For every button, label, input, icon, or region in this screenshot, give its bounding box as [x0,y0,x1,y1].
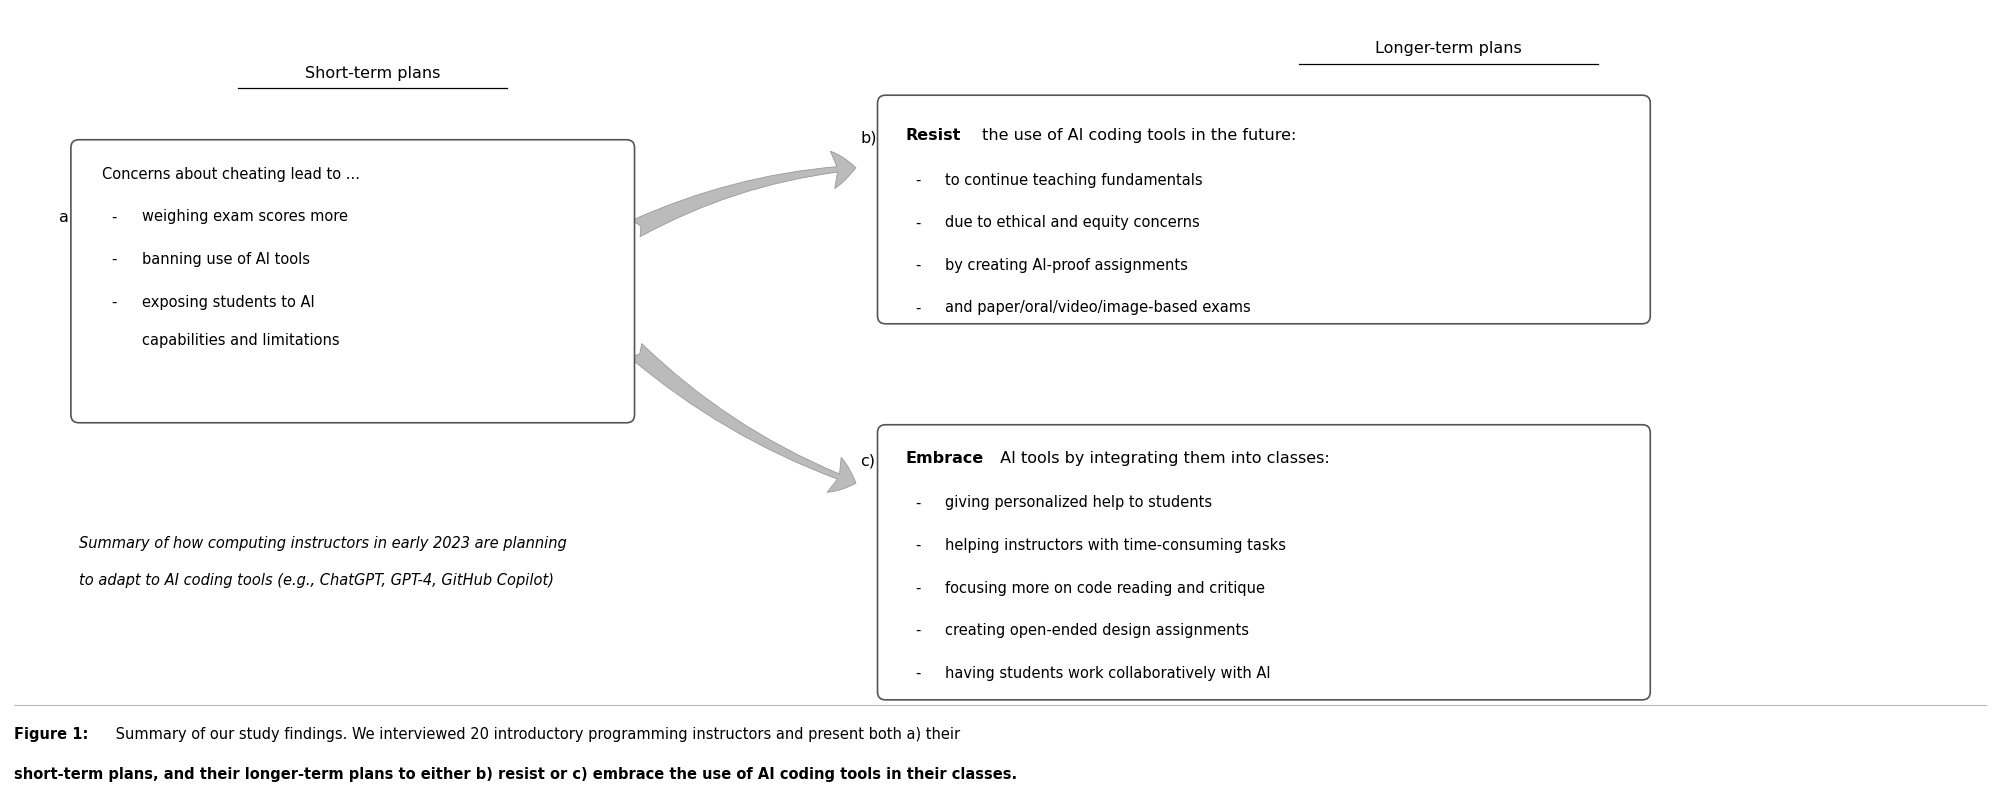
Text: weighing exam scores more: weighing exam scores more [142,210,348,225]
Text: focusing more on code reading and critique: focusing more on code reading and critiq… [946,581,1266,595]
Text: -: - [916,258,920,273]
Text: due to ethical and equity concerns: due to ethical and equity concerns [946,215,1200,230]
Text: c): c) [860,454,876,469]
Text: the use of AI coding tools in the future:: the use of AI coding tools in the future… [978,128,1296,143]
Text: AI tools by integrating them into classes:: AI tools by integrating them into classe… [996,451,1330,466]
Text: b): b) [860,130,878,146]
Text: -: - [112,210,118,225]
Text: -: - [112,252,118,267]
Text: -: - [112,294,118,310]
Text: to continue teaching fundamentals: to continue teaching fundamentals [946,173,1202,188]
FancyArrowPatch shape [630,344,856,492]
Text: -: - [916,495,920,510]
Text: -: - [916,623,920,638]
Text: short-term plans, and their longer-term plans to either b) resist or c) embrace : short-term plans, and their longer-term … [14,766,1018,782]
Text: Embrace: Embrace [906,451,984,466]
Text: to adapt to AI coding tools (e.g., ChatGPT, GPT-4, GitHub Copilot): to adapt to AI coding tools (e.g., ChatG… [78,573,554,588]
Text: -: - [916,666,920,681]
Text: having students work collaboratively with AI: having students work collaboratively wit… [946,666,1270,681]
Text: creating open-ended design assignments: creating open-ended design assignments [946,623,1250,638]
FancyBboxPatch shape [70,140,634,422]
Text: Summary of how computing instructors in early 2023 are planning: Summary of how computing instructors in … [78,536,566,551]
Text: -: - [916,301,920,315]
Text: -: - [916,215,920,230]
Text: -: - [916,538,920,553]
Text: banning use of AI tools: banning use of AI tools [142,252,310,267]
Text: -: - [916,581,920,595]
Text: Concerns about cheating lead to ...: Concerns about cheating lead to ... [102,167,360,182]
Text: and paper/oral/video/image-based exams: and paper/oral/video/image-based exams [946,301,1250,315]
Text: by creating AI-proof assignments: by creating AI-proof assignments [946,258,1188,273]
Text: a): a) [58,210,76,225]
FancyBboxPatch shape [878,425,1650,700]
Text: capabilities and limitations: capabilities and limitations [142,333,340,348]
Text: Short-term plans: Short-term plans [304,66,440,81]
Text: Resist: Resist [906,128,960,143]
FancyArrowPatch shape [632,151,856,237]
FancyBboxPatch shape [878,95,1650,324]
Text: exposing students to AI: exposing students to AI [142,294,314,310]
Text: helping instructors with time-consuming tasks: helping instructors with time-consuming … [946,538,1286,553]
Text: Longer-term plans: Longer-term plans [1374,41,1522,56]
Text: Figure 1:: Figure 1: [14,727,88,742]
Text: giving personalized help to students: giving personalized help to students [946,495,1212,510]
Text: Summary of our study findings. We interviewed 20 introductory programming instru: Summary of our study findings. We interv… [110,727,960,742]
Text: -: - [916,173,920,188]
